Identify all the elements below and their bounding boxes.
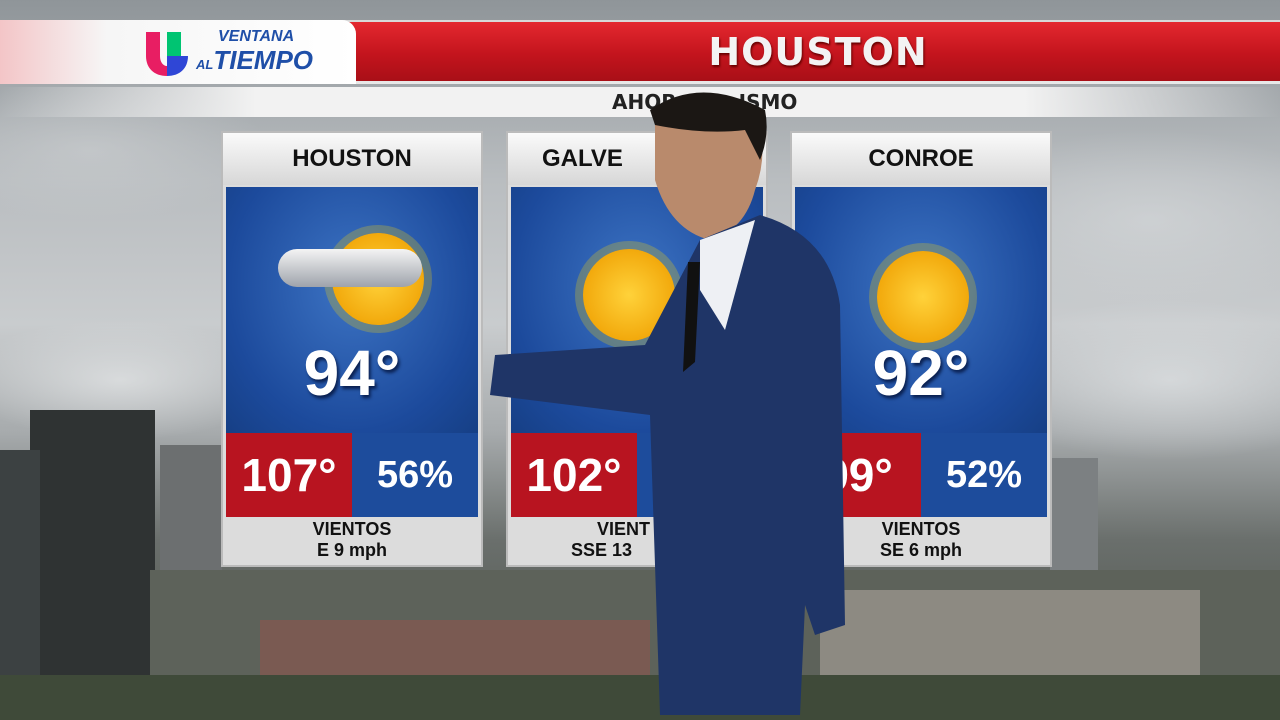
card-city: CONROE: [792, 133, 1050, 185]
univision-logo-icon: [146, 32, 188, 76]
presenter: [490, 92, 845, 715]
wind-value: SE 6 mph: [879, 540, 963, 560]
humidity: 52%: [921, 433, 1047, 517]
wind-value: SSE 13: [571, 540, 633, 560]
weather-card-houston: HOUSTON 94° 107° 56% VIENTOS E 9 mph: [221, 131, 483, 567]
current-temp: 94°: [303, 337, 401, 409]
feels-like: 102°: [511, 433, 637, 517]
wind-label: VIENT: [597, 519, 651, 539]
wind-label: VIENTOS: [312, 519, 392, 539]
current-temp: 92°: [872, 337, 970, 409]
logo-text: VENTANA ALTIEMPO: [196, 28, 314, 75]
card-city: HOUSTON: [223, 133, 481, 185]
partly-cloudy-icon: [226, 187, 478, 433]
humidity: 56%: [352, 433, 478, 517]
page-title: HOUSTON: [708, 30, 928, 74]
wind-value: E 9 mph: [316, 540, 387, 560]
subtitle-bar: AHOR ISMO: [0, 87, 1280, 117]
feels-like: 107°: [226, 433, 352, 517]
wind-label: VIENTOS: [881, 519, 961, 539]
